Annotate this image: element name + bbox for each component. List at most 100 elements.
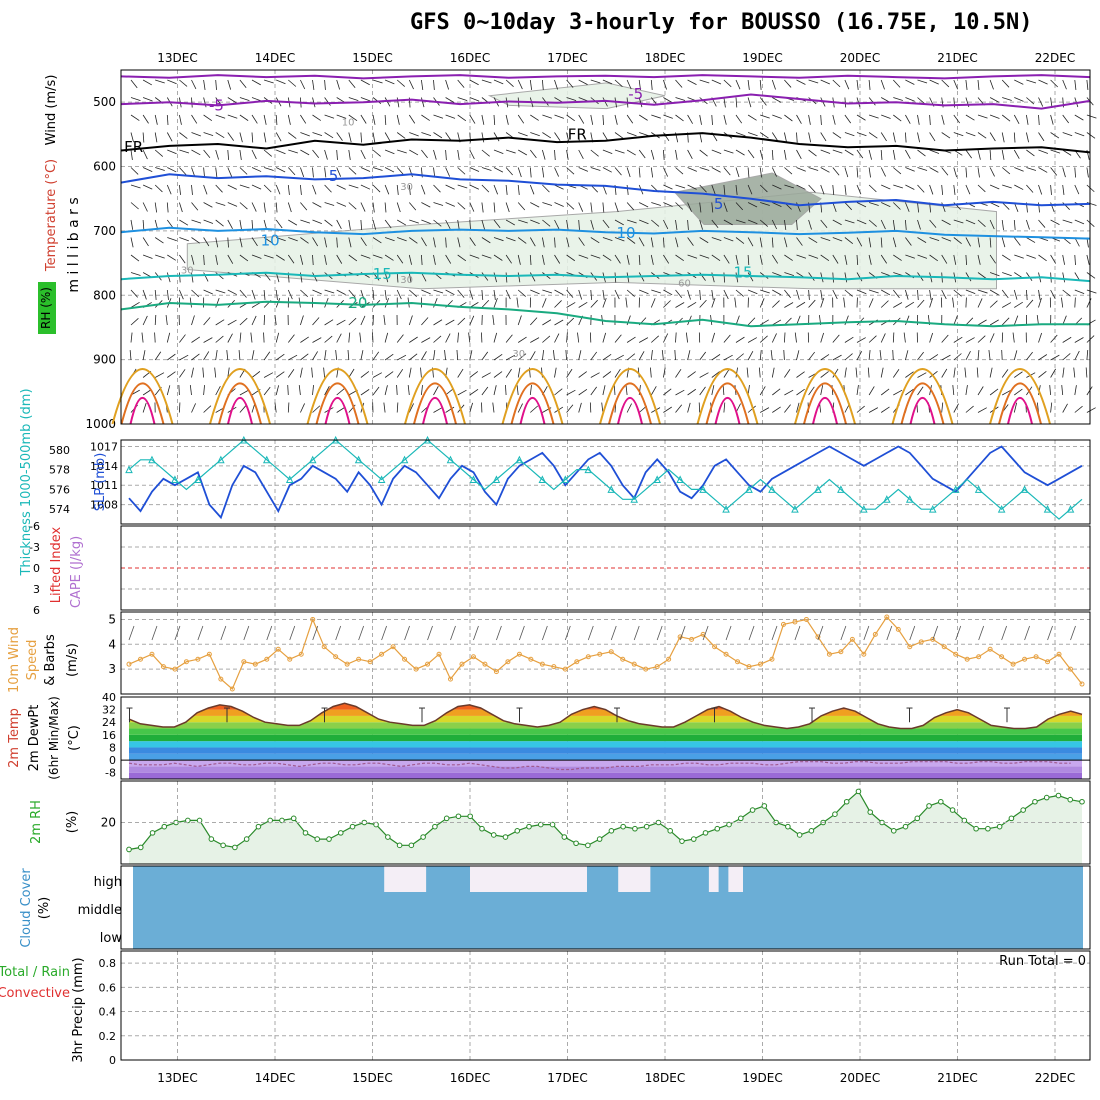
wind-barb xyxy=(879,350,882,361)
wind-barb xyxy=(602,297,607,308)
wind-barb xyxy=(796,388,805,396)
wind-barb xyxy=(759,319,769,326)
wind-barb xyxy=(542,335,551,343)
rh2m-point xyxy=(596,836,603,842)
wind-barb xyxy=(300,336,309,343)
wind-barb xyxy=(832,149,843,154)
wind-barb xyxy=(360,371,370,378)
li-tick-label: -3 xyxy=(29,541,40,554)
wind-barb xyxy=(421,351,427,361)
wind-barb xyxy=(1012,332,1015,343)
wind-barb xyxy=(905,202,910,212)
wind-barb xyxy=(215,237,219,248)
wind-barb xyxy=(784,332,786,343)
wind-barb xyxy=(687,219,689,230)
wind-barb xyxy=(215,132,225,139)
wind-barb xyxy=(312,149,320,159)
wind-barb xyxy=(312,385,314,396)
wind-barb xyxy=(542,167,545,178)
wind-barb xyxy=(760,407,770,413)
wind-barb xyxy=(142,132,145,143)
wind-barb xyxy=(348,184,359,189)
wind-barb xyxy=(747,97,752,108)
wind-barb xyxy=(324,79,326,90)
wind-barb xyxy=(1086,407,1096,413)
wind-barb xyxy=(529,254,532,266)
wind-barb xyxy=(142,149,148,160)
wind-barb xyxy=(1050,132,1060,139)
wind-barb xyxy=(203,289,213,295)
wind-barb xyxy=(687,350,691,361)
wind-barb xyxy=(602,97,608,107)
wind-barb xyxy=(203,202,213,208)
wind-speed-point xyxy=(367,659,373,665)
rh2m-point xyxy=(161,823,168,830)
wind-barb xyxy=(820,219,828,228)
wind-barb xyxy=(450,625,456,641)
wind-barb xyxy=(747,79,750,90)
warm-contour xyxy=(998,382,1042,425)
x-tick-label: 20DEC xyxy=(840,51,880,65)
wind-barb xyxy=(215,319,225,326)
wind-barb xyxy=(469,289,474,300)
wind-barb xyxy=(881,184,891,190)
wind-barb xyxy=(578,289,583,300)
wind-barb xyxy=(251,315,257,326)
y-tick-label: 700 xyxy=(93,224,116,238)
wind-speed-point xyxy=(310,616,316,622)
wind-barb xyxy=(917,114,920,125)
wind-barb xyxy=(445,237,447,248)
wind-barb xyxy=(529,272,536,282)
temperature-line xyxy=(128,702,1083,730)
wind-barb xyxy=(1038,297,1042,308)
cloud-gap xyxy=(728,866,743,892)
wind-barb xyxy=(312,351,318,361)
wind-barb xyxy=(251,289,256,300)
wind-barb xyxy=(530,114,539,121)
wind-barb xyxy=(699,351,707,361)
wind-barb xyxy=(166,184,172,195)
wind-barb xyxy=(711,237,722,242)
wind-barb xyxy=(481,254,492,259)
wind-barb xyxy=(179,167,187,176)
wind-barb xyxy=(965,289,976,295)
wind-barb xyxy=(747,184,753,195)
x-tick-label: 13DEC xyxy=(157,1071,197,1085)
wind-speed-point xyxy=(379,651,385,657)
wind-barb xyxy=(469,167,480,172)
cloud-gap xyxy=(384,866,427,892)
wind-barb xyxy=(130,97,141,102)
wind-speed-point xyxy=(470,654,476,660)
wind-barb xyxy=(360,114,367,124)
thickness-marker xyxy=(607,485,616,493)
rh2m-point xyxy=(455,813,462,820)
wind-barb xyxy=(747,202,758,208)
wind-barb xyxy=(578,371,587,378)
wind-barb xyxy=(784,184,795,189)
wind-barb xyxy=(941,167,949,176)
wind-barb xyxy=(1001,254,1011,261)
wind-barb xyxy=(663,149,665,161)
wind-barb xyxy=(469,389,479,396)
thickness-marker xyxy=(377,475,386,484)
wind-barb xyxy=(383,315,386,326)
wind-barb xyxy=(130,289,139,298)
wind-barb xyxy=(651,335,660,343)
wind-barb xyxy=(348,114,358,122)
wind-barb xyxy=(771,132,779,142)
wind-barb xyxy=(941,237,952,242)
wind-barb xyxy=(517,367,521,378)
wind-barb xyxy=(203,114,213,122)
wind-barb xyxy=(288,237,298,242)
wind-barb xyxy=(638,114,648,121)
wind-barb xyxy=(663,202,673,207)
wind-barb xyxy=(142,254,153,259)
wind-barb xyxy=(360,315,366,326)
wind-barb xyxy=(554,300,562,308)
wind-barb xyxy=(808,299,816,308)
wind-barb xyxy=(965,184,971,195)
wind-speed-point xyxy=(631,661,637,667)
wind-barb xyxy=(1050,219,1060,225)
wind-barb xyxy=(360,167,371,172)
wind-barb xyxy=(179,402,181,413)
